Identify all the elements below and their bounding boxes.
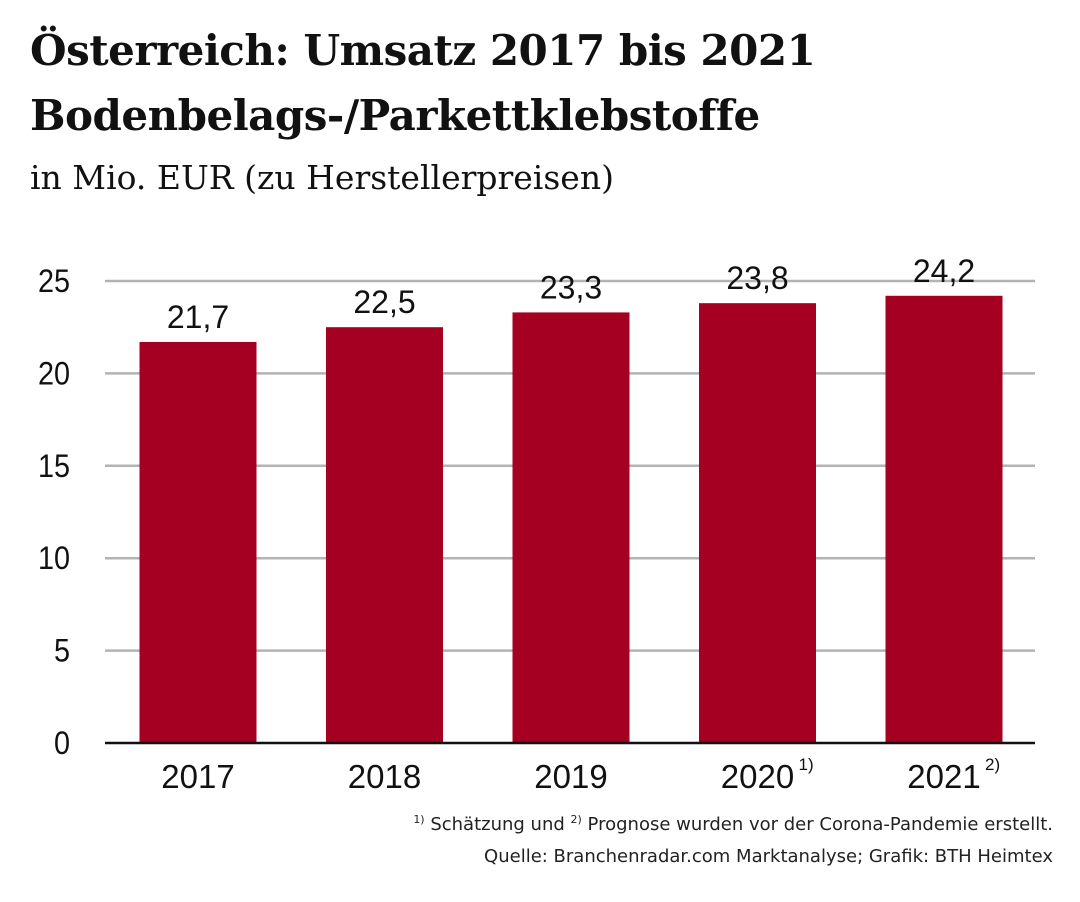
footnote-text-1: Schätzung und xyxy=(424,814,571,835)
data-label: 23,3 xyxy=(540,269,602,305)
y-tick-label: 10 xyxy=(38,541,70,577)
chart-title-line1: Österreich: Umsatz 2017 bis 2021 xyxy=(30,26,816,75)
y-tick-label: 0 xyxy=(54,726,70,762)
y-tick-label: 15 xyxy=(38,448,70,484)
y-tick-label: 20 xyxy=(38,356,70,392)
source-note: Quelle: Branchenradar.com Marktanalyse; … xyxy=(484,846,1053,867)
x-tick-footnote-mark: 1) xyxy=(799,755,814,774)
bar-2021 xyxy=(885,295,1003,743)
data-label: 21,7 xyxy=(167,299,229,335)
x-tick-label: 2021 xyxy=(907,758,980,795)
x-tick-footnote-mark: 2) xyxy=(985,755,1000,774)
x-tick-label: 2017 xyxy=(161,758,234,795)
bar-2017 xyxy=(139,341,257,743)
data-label: 23,8 xyxy=(726,260,788,296)
footnote: 1) Schätzung und 2) Prognose wurden vor … xyxy=(413,813,1053,835)
bar-2018 xyxy=(326,327,443,743)
y-tick-label: 25 xyxy=(38,264,70,300)
y-tick-label: 5 xyxy=(54,633,70,669)
x-tick-label: 2019 xyxy=(534,758,607,795)
bar-2020 xyxy=(699,303,816,743)
data-label: 22,5 xyxy=(353,284,415,320)
x-tick-label: 2020 xyxy=(721,758,794,795)
chart-subtitle: in Mio. EUR (zu Herstellerpreisen) xyxy=(30,158,614,197)
x-tick-label: 2018 xyxy=(348,758,421,795)
footnote-text-2: Prognose wurden vor der Corona-Pandemie … xyxy=(581,814,1053,835)
chart-title-line2: Bodenbelags-/Parkettklebstoffe xyxy=(30,91,760,140)
footnote-mark-1: 1) xyxy=(413,813,425,826)
footnote-mark-2: 2) xyxy=(570,813,582,826)
data-label: 24,2 xyxy=(913,253,975,289)
bar-2019 xyxy=(512,312,630,743)
